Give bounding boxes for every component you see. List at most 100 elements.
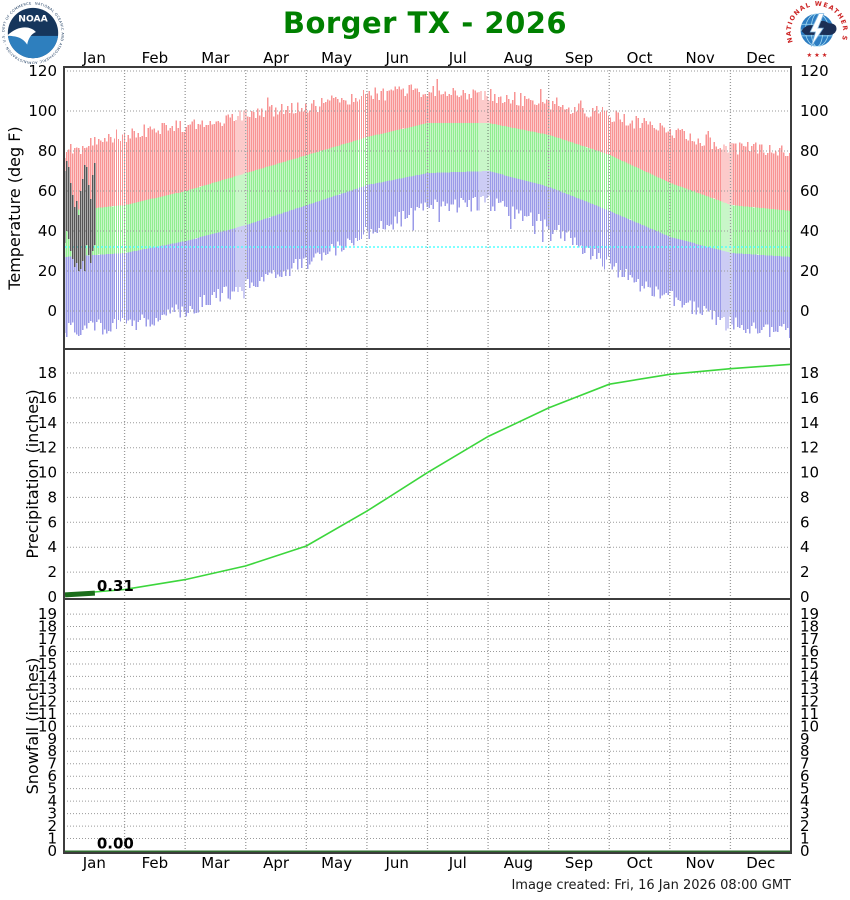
- month-label-top: Oct: [627, 49, 653, 67]
- month-label-bottom: Dec: [746, 854, 775, 872]
- precipitation-axis-title: Precipitation (inches): [23, 389, 42, 558]
- month-label-top: Mar: [201, 49, 230, 67]
- snowfall-ytick-left: 15: [38, 655, 57, 673]
- temperature-ytick-right: 40: [800, 222, 819, 240]
- temperature-ytick-right: 100: [800, 102, 829, 120]
- month-label-bottom: Nov: [685, 854, 714, 872]
- snowfall-ytick-right: 1: [800, 830, 810, 848]
- precipitation-ytick-right: 0: [800, 588, 810, 606]
- temperature-ytick-left: 120: [28, 62, 57, 80]
- precipitation-ytick-left: 12: [38, 439, 57, 457]
- snowfall-ytick-left: 6: [47, 767, 57, 785]
- precipitation-ytick-right: 4: [800, 538, 810, 556]
- normal-precipitation-curve: [63, 363, 792, 596]
- snowfall-ytick-right: 14: [800, 667, 819, 685]
- precipitation-ytick-right: 6: [800, 513, 810, 531]
- temperature-axis-title: Temperature (deg F): [5, 126, 24, 290]
- precipitation-ytick-left: 8: [47, 488, 57, 506]
- snowfall-ytick-left: 2: [47, 817, 57, 835]
- snowfall-ytick-right: 15: [800, 655, 819, 673]
- temperature-ytick-right: 60: [800, 182, 819, 200]
- snowfall-ytick-right: 19: [800, 605, 819, 623]
- precipitation-ytick-right: 14: [800, 414, 819, 432]
- temperature-ytick-left: 80: [38, 142, 57, 160]
- snowfall-ytick-right: 4: [800, 792, 810, 810]
- month-label-top: Dec: [746, 49, 775, 67]
- snowfall-ytick-left: 4: [47, 792, 57, 810]
- precipitation-ytick-left: 10: [38, 464, 57, 482]
- snowfall-ytick-left: 14: [38, 667, 57, 685]
- nws-logo-icon: NATIONAL WEATHER SERVICE ★ ★ ★: [786, 1, 848, 63]
- month-labels: Jan Jan Feb Feb Mar Mar Apr Apr May May Jun Jun Jul J…: [82, 49, 775, 872]
- temperature-ytick-right: 0: [800, 302, 810, 320]
- precipitation-ytick-left: 4: [47, 538, 57, 556]
- snowfall-ytick-right: 17: [800, 630, 819, 648]
- snowfall-ytick-right: 5: [800, 780, 810, 798]
- month-label-bottom: May: [321, 854, 352, 872]
- noaa-logo-icon: NOAA NATIONAL OCEANIC AND ATMOSPHERIC AD…: [2, 2, 64, 64]
- temperature-ytick-left: 20: [38, 262, 57, 280]
- precipitation-ytick-right: 8: [800, 488, 810, 506]
- temperature-ytick-right: 120: [800, 62, 829, 80]
- month-label-top: Aug: [504, 49, 533, 67]
- snowfall-ytick-left: 5: [47, 780, 57, 798]
- page-title: Borger TX - 2026: [282, 6, 568, 40]
- snowfall-ytick-right: 8: [800, 742, 810, 760]
- observed-precipitation-bar: [64, 590, 96, 598]
- snowfall-ytick-left: 10: [38, 717, 57, 735]
- snowfall-ytick-right: 0: [800, 842, 810, 860]
- snowfall-ytick-left: 11: [38, 705, 57, 723]
- snowfall-ytick-left: 1: [47, 830, 57, 848]
- month-label-bottom: Jul: [448, 854, 467, 872]
- temperature-ytick-left: 40: [38, 222, 57, 240]
- snowfall-ytick-right: 12: [800, 692, 819, 710]
- precipitation-ytick-left: 14: [38, 414, 57, 432]
- temperature-ytick-left: 100: [28, 102, 57, 120]
- gridlines: [64, 67, 791, 853]
- snowfall-ytick-right: 9: [800, 730, 810, 748]
- temperature-ytick-right: 80: [800, 142, 819, 160]
- month-label-bottom: Jan: [82, 854, 106, 872]
- precipitation-ytick-right: 16: [800, 389, 819, 407]
- precipitation-ytick-right: 2: [800, 563, 810, 581]
- snowfall-ytick-left: 9: [47, 730, 57, 748]
- snowfall-ytick-left: 7: [47, 755, 57, 773]
- snowfall-ytick-right: 11: [800, 705, 819, 723]
- snowfall-ytick-right: 6: [800, 767, 810, 785]
- month-label-top: Feb: [142, 49, 169, 67]
- snowfall-axis-title: Snowfall (inches): [23, 658, 42, 795]
- snowfall-ytick-right: 7: [800, 755, 810, 773]
- snowfall-ytick-left: 13: [38, 680, 57, 698]
- snowfall-ytick-right: 16: [800, 642, 819, 660]
- snowfall-ytick-left: 16: [38, 642, 57, 660]
- month-label-bottom: Feb: [142, 854, 169, 872]
- month-label-top: Jul: [448, 49, 467, 67]
- snowfall-ytick-left: 3: [47, 805, 57, 823]
- month-label-bottom: Apr: [263, 854, 290, 872]
- snowfall-ytick-right: 13: [800, 680, 819, 698]
- precipitation-ytick-left: 16: [38, 389, 57, 407]
- precipitation-ytick-right: 10: [800, 464, 819, 482]
- snowfall-ytick-right: 3: [800, 805, 810, 823]
- precipitation-ytick-left: 6: [47, 513, 57, 531]
- precipitation-ytick-left: 2: [47, 563, 57, 581]
- temperature-bands: [64, 79, 791, 339]
- month-label-bottom: Sep: [565, 854, 593, 872]
- month-label-bottom: Mar: [201, 854, 230, 872]
- month-label-top: Nov: [685, 49, 714, 67]
- temperature-ytick-left: 0: [47, 302, 57, 320]
- snowfall-ytick-left: 19: [38, 605, 57, 623]
- snowfall-ytick-right: 2: [800, 817, 810, 835]
- month-label-bottom: Aug: [504, 854, 533, 872]
- snowfall-ytick-right: 10: [800, 717, 819, 735]
- snowfall-ytick-right: 18: [800, 618, 819, 636]
- temperature-ytick-left: 60: [38, 182, 57, 200]
- precipitation-ytick-left: 18: [38, 364, 57, 382]
- snowfall-ytick-left: 8: [47, 742, 57, 760]
- precipitation-ytick-right: 12: [800, 439, 819, 457]
- month-label-bottom: Jun: [384, 854, 408, 872]
- image-created-timestamp: Image created: Fri, 16 Jan 2026 08:00 GM…: [511, 878, 791, 893]
